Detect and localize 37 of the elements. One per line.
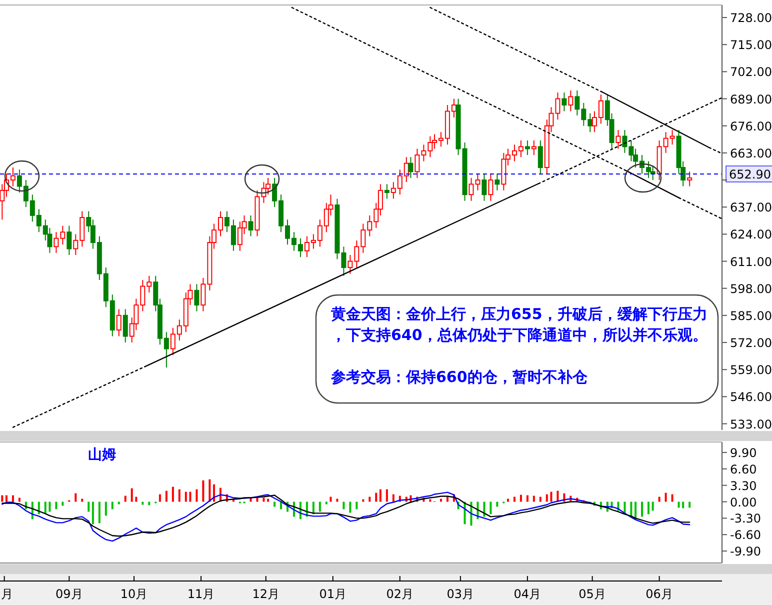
y-tick-label: 702.00 [730, 65, 772, 80]
annotation: 参考交易：保持660的仓，暂时不补仓 [330, 368, 588, 386]
y-tick-label: -9.90 [730, 544, 762, 559]
y-tick-label: 663.00 [730, 146, 772, 160]
y-tick-label: 0.00 [730, 495, 757, 510]
annotation: 山姆 [88, 447, 116, 463]
ref-line-label: 652.90 [729, 167, 771, 182]
y-tick-label: 6.60 [730, 462, 757, 476]
x-tick-label: 09月 [56, 587, 83, 601]
y-tick-label: 728.00 [730, 11, 772, 25]
y-tick-label: 624.00 [730, 228, 772, 242]
y-tick-label: 585.00 [730, 308, 772, 323]
x-tick-label: 月 [1, 587, 13, 601]
y-tick-label: 715.00 [730, 38, 772, 52]
y-tick-label: 572.00 [730, 336, 772, 350]
y-tick-label: -3.30 [730, 512, 762, 526]
x-tick-label: 10月 [120, 587, 148, 601]
y-tick-label: 533.00 [730, 417, 772, 432]
y-tick-label: 546.00 [730, 390, 772, 404]
y-tick-label: -6.60 [730, 528, 762, 542]
annotation: 黄金天图：金价上行，压力655，升破后，缓解下行压力，下支持640，总体仍处于下降通道中，所以并不乐观。 [330, 305, 708, 344]
y-tick-label: 598.00 [730, 282, 772, 296]
y-tick-label: 637.00 [730, 200, 772, 215]
y-tick-label: 689.00 [730, 92, 772, 106]
x-tick-label: 06月 [646, 587, 673, 601]
x-tick-label: 03月 [446, 587, 474, 601]
x-tick-label: 05月 [578, 587, 606, 601]
x-tick-label: 12月 [252, 587, 280, 601]
y-tick-label: 611.00 [730, 254, 772, 269]
x-tick-label: 02月 [386, 587, 414, 601]
y-tick-label: 559.00 [730, 363, 772, 378]
x-tick-label: 04月 [514, 587, 542, 601]
y-tick-label: 3.30 [730, 478, 757, 493]
x-tick-label: 11月 [187, 587, 215, 601]
y-tick-label: 676.00 [730, 119, 772, 134]
y-tick-label: 9.90 [730, 446, 757, 460]
x-tick-label: 01月 [319, 587, 347, 601]
